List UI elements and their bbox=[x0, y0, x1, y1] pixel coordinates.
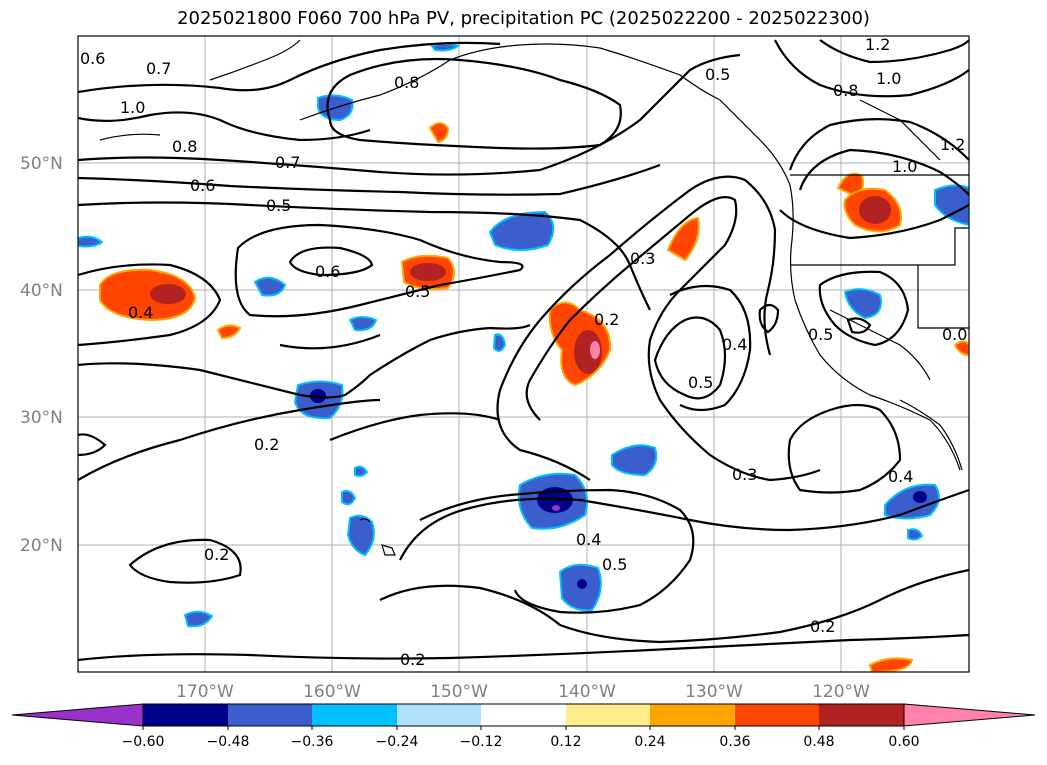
contour-label: 0.2 bbox=[254, 435, 279, 454]
contour-label: 0.0 bbox=[942, 325, 967, 344]
contour-label: 0.2 bbox=[594, 310, 619, 329]
contour-label: 0.2 bbox=[400, 650, 425, 669]
contour-label: 0.4 bbox=[128, 303, 153, 322]
contour-label: 0.8 bbox=[394, 73, 419, 92]
contour-label: 0.5 bbox=[705, 65, 730, 84]
lon-label: 130°W bbox=[685, 682, 743, 702]
lat-label: 20°N bbox=[20, 536, 63, 556]
contour-label: 0.2 bbox=[810, 617, 835, 636]
colorbar-tick-label: 0.60 bbox=[888, 734, 919, 750]
contour-label: 0.4 bbox=[722, 335, 747, 354]
contour-label: 0.6 bbox=[190, 176, 215, 195]
colorbar-segment bbox=[228, 704, 312, 726]
colorbar-segment bbox=[481, 704, 566, 726]
lat-label: 50°N bbox=[20, 154, 63, 174]
contour-label: 0.3 bbox=[630, 249, 655, 268]
contour-label: 0.8 bbox=[833, 81, 858, 100]
longitude-labels: 170°W 160°W 150°W 140°W 130°W 120°W bbox=[176, 682, 870, 702]
lon-label: 120°W bbox=[812, 682, 870, 702]
colorbar-tick-label: 0.24 bbox=[634, 734, 665, 750]
gridlines bbox=[78, 36, 969, 672]
pv-contours bbox=[78, 39, 969, 662]
contour-labels: 0.6 0.7 1.0 0.8 0.8 0.5 1.2 1.0 0.8 1.2 … bbox=[80, 35, 967, 669]
precip-positive bbox=[99, 122, 969, 672]
colorbar-segment bbox=[819, 704, 904, 726]
contour-label: 0.2 bbox=[204, 545, 229, 564]
map-title: 2025021800 F060 700 hPa PV, precipitatio… bbox=[177, 8, 870, 29]
colorbar-segment bbox=[312, 704, 397, 726]
contour-label: 1.2 bbox=[940, 135, 965, 154]
map-area bbox=[78, 36, 969, 672]
lon-label: 150°W bbox=[430, 682, 488, 702]
contour-label: 1.0 bbox=[892, 157, 917, 176]
contour-label: 0.7 bbox=[146, 59, 171, 78]
contour-label: 0.4 bbox=[576, 530, 601, 549]
contour-label: 0.4 bbox=[888, 467, 913, 486]
contour-label: 0.5 bbox=[602, 555, 627, 574]
contour-label: 0.5 bbox=[688, 373, 713, 392]
colorbar-extend-min bbox=[11, 703, 144, 727]
colorbar-segment bbox=[143, 704, 228, 726]
colorbar-tick-label: 0.36 bbox=[719, 734, 750, 750]
colorbar: −0.60 −0.48 −0.36 −0.24 −0.12 0.12 0.24 0.36 0.4… bbox=[11, 703, 1036, 750]
contour-label: 0.6 bbox=[80, 49, 105, 68]
lat-label: 30°N bbox=[20, 408, 63, 428]
contour-label: 0.3 bbox=[732, 465, 757, 484]
contour-label: 0.5 bbox=[808, 325, 833, 344]
lat-label: 40°N bbox=[20, 281, 63, 301]
coastlines bbox=[99, 39, 969, 556]
colorbar-outline bbox=[142, 703, 905, 727]
contour-label: 0.6 bbox=[315, 262, 340, 281]
contour-label: 1.0 bbox=[876, 69, 901, 88]
colorbar-tick-label: 0.12 bbox=[550, 734, 581, 750]
colorbar-segment bbox=[397, 704, 481, 726]
colorbar-segment bbox=[650, 704, 735, 726]
lon-label: 160°W bbox=[303, 682, 361, 702]
colorbar-segment bbox=[566, 704, 650, 726]
colorbar-tick-label: −0.24 bbox=[376, 734, 419, 750]
colorbar-segment bbox=[735, 704, 819, 726]
colorbar-tick-label: −0.12 bbox=[460, 734, 503, 750]
contour-label: 1.2 bbox=[865, 35, 890, 54]
colorbar-tick-label: −0.36 bbox=[291, 734, 334, 750]
contour-label: 0.5 bbox=[405, 282, 430, 301]
precip-negative bbox=[78, 43, 969, 628]
colorbar-tick-label: 0.48 bbox=[803, 734, 834, 750]
lon-label: 170°W bbox=[176, 682, 234, 702]
colorbar-tick-label: −0.48 bbox=[207, 734, 250, 750]
lon-label: 140°W bbox=[558, 682, 616, 702]
contour-label: 0.5 bbox=[266, 196, 291, 215]
colorbar-tick-label: −0.60 bbox=[122, 734, 165, 750]
map-frame bbox=[77, 35, 970, 673]
latitude-labels: 50°N 40°N 30°N 20°N bbox=[20, 154, 63, 556]
colorbar-extend-max bbox=[903, 703, 1036, 727]
contour-label: 0.7 bbox=[275, 153, 300, 172]
contour-label: 0.8 bbox=[172, 137, 197, 156]
contour-label: 1.0 bbox=[120, 98, 145, 117]
